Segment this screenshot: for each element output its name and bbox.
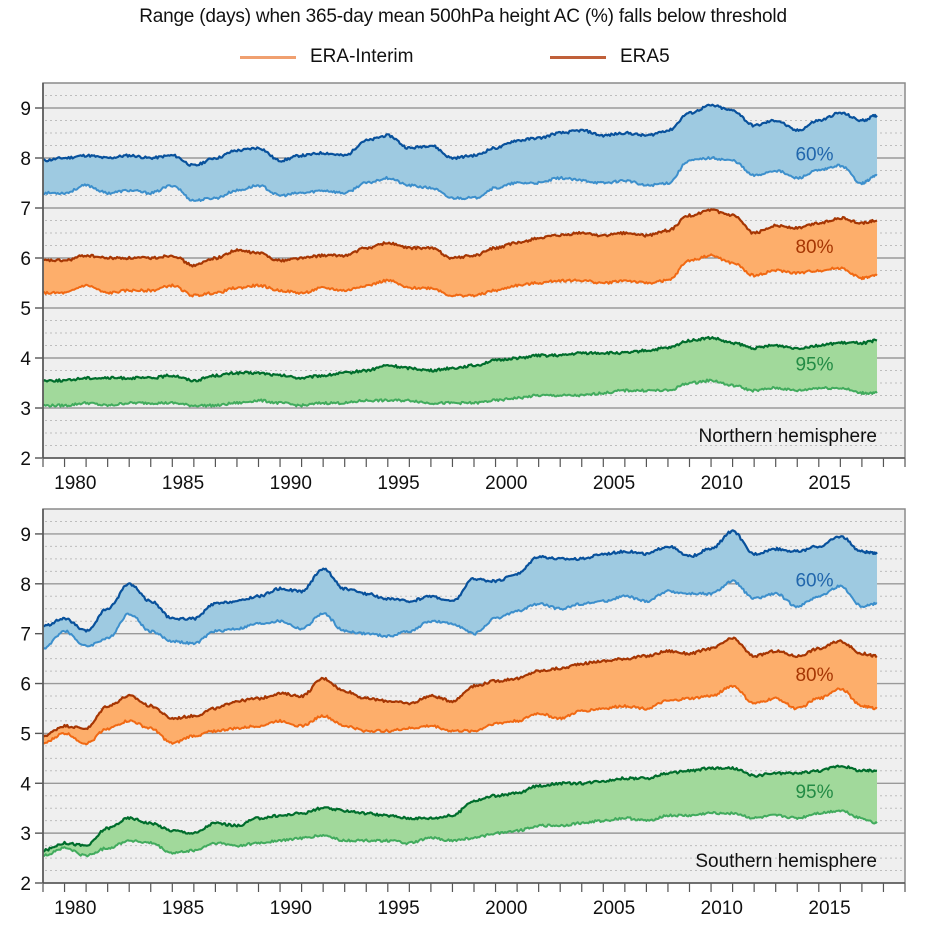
y-tick-label: 9 <box>20 525 31 546</box>
x-tick-label: 2000 <box>485 898 527 919</box>
panel-southern: 2 3 4 5 6 7 8 9 1980 1985 1990 1995 2000 2005 2010 2015… <box>20 508 906 919</box>
band-label-95pct: 95% <box>795 782 833 803</box>
y-tick-label: 2 <box>20 449 31 470</box>
x-tick-label: 2015 <box>808 898 850 919</box>
era-interim-line <box>42 378 878 408</box>
era-interim-line <box>42 684 878 746</box>
band-60pct: 60% <box>42 529 878 650</box>
x-tick-label: 1985 <box>162 473 204 494</box>
y-tick-label: 5 <box>20 299 31 320</box>
x-tick-label: 1980 <box>54 473 96 494</box>
band-label-80pct: 80% <box>795 665 833 686</box>
panel-label: Northern hemisphere <box>699 426 877 447</box>
band-fill <box>43 337 877 407</box>
band-fill <box>43 637 877 745</box>
legend-swatch-era5 <box>550 55 606 59</box>
x-tick-label: 2015 <box>808 473 850 494</box>
band-label-60pct: 60% <box>795 145 833 166</box>
y-tick-label: 8 <box>20 575 31 596</box>
band-label-80pct: 80% <box>795 237 833 258</box>
chart-title: Range (days) when 365-day mean 500hPa he… <box>139 6 787 27</box>
x-tick-label: 1980 <box>54 898 96 919</box>
x-tick-label: 1990 <box>270 473 312 494</box>
band-fill <box>43 104 877 201</box>
era5-line <box>42 636 878 738</box>
x-tick-label: 1990 <box>270 898 312 919</box>
era-interim-line <box>42 579 878 650</box>
era-interim-line <box>43 253 878 298</box>
x-tick-label: 2005 <box>593 898 635 919</box>
legend-item-era5: ERA5 <box>550 46 670 68</box>
y-tick-label: 6 <box>20 249 31 270</box>
band-fill <box>43 530 877 650</box>
y-tick-label: 5 <box>20 724 31 745</box>
legend-label-era5: ERA5 <box>620 46 670 67</box>
band-60pct: 60% <box>42 103 878 202</box>
x-tick-label: 1985 <box>162 898 204 919</box>
x-tick-label: 2010 <box>701 898 743 919</box>
y-tick-label: 3 <box>20 399 31 420</box>
band-95pct: 95% <box>42 764 878 858</box>
band-label-95pct: 95% <box>795 355 833 376</box>
y-tick-label: 7 <box>20 625 31 646</box>
panel-label: Southern hemisphere <box>695 851 877 872</box>
legend-swatch-era-interim <box>240 55 296 59</box>
y-tick-label: 6 <box>20 675 31 696</box>
x-tick-label: 2000 <box>485 473 527 494</box>
y-tick-label: 2 <box>20 874 31 895</box>
legend-label-era-interim: ERA-Interim <box>310 46 414 67</box>
band-80pct: 80% <box>42 636 878 746</box>
x-tick-label: 2010 <box>701 473 743 494</box>
y-tick-label: 4 <box>20 349 31 370</box>
y-tick-label: 3 <box>20 824 31 845</box>
era5-line <box>43 764 878 853</box>
era5-line <box>42 103 878 167</box>
y-tick-label: 8 <box>20 149 31 170</box>
band-95pct: 95% <box>42 335 878 408</box>
legend: ERA-Interim ERA5 <box>0 46 926 72</box>
x-tick-label: 2005 <box>593 473 635 494</box>
band-80pct: 80% <box>42 208 878 298</box>
x-tick-label: 1995 <box>377 898 419 919</box>
era-interim-line <box>42 809 878 858</box>
panel-northern: 2 3 4 5 6 7 8 9 1980 1985 1990 1995 2000 2005 2010 2015… <box>20 82 906 494</box>
y-tick-label: 4 <box>20 774 31 795</box>
band-label-60pct: 60% <box>795 570 833 591</box>
era-interim-line <box>42 156 878 202</box>
y-tick-label: 7 <box>20 199 31 220</box>
x-tick-label: 1995 <box>377 473 419 494</box>
era5-line <box>42 208 878 268</box>
era5-line <box>42 529 878 633</box>
legend-item-era-interim: ERA-Interim <box>240 46 413 68</box>
y-tick-label: 9 <box>20 99 31 120</box>
era5-line <box>42 335 878 383</box>
band-fill <box>43 765 877 857</box>
